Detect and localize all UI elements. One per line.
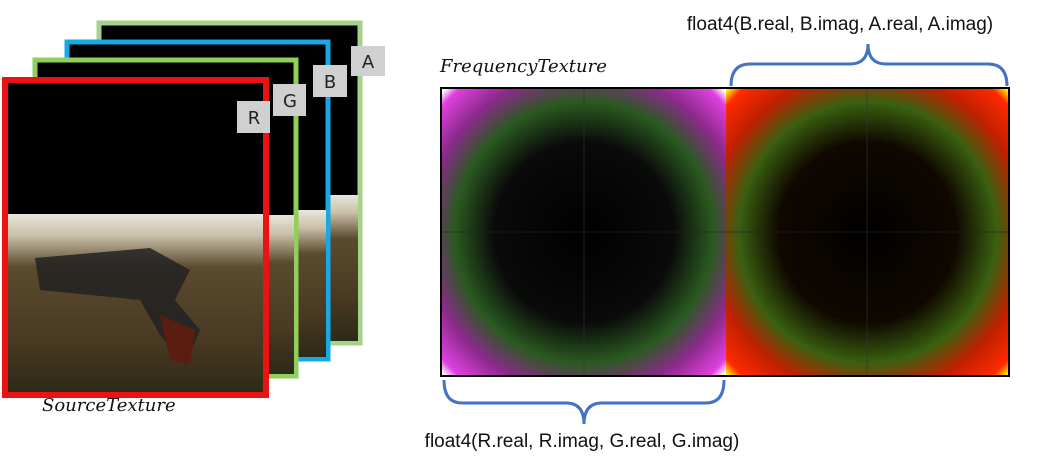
frequency-label: FrequencyTexture bbox=[439, 56, 607, 77]
layer-label: R bbox=[248, 108, 261, 129]
layer-label: G bbox=[283, 91, 297, 112]
top-caption: float4(B.real, B.imag, A.real, A.imag) bbox=[687, 14, 993, 35]
brace bbox=[729, 43, 1009, 87]
layer-r bbox=[2, 77, 269, 398]
label-box bbox=[237, 101, 270, 133]
frequency-texture bbox=[440, 87, 1010, 377]
layer-label: A bbox=[362, 52, 375, 73]
source-label: SourceTexture bbox=[42, 395, 176, 416]
layer-label: B bbox=[324, 72, 336, 93]
bottom-caption: float4(R.real, R.imag, G.real, G.imag) bbox=[425, 431, 740, 452]
brace bbox=[442, 379, 726, 425]
label-box bbox=[351, 46, 385, 76]
label-box bbox=[313, 65, 347, 97]
label-box bbox=[273, 84, 306, 116]
